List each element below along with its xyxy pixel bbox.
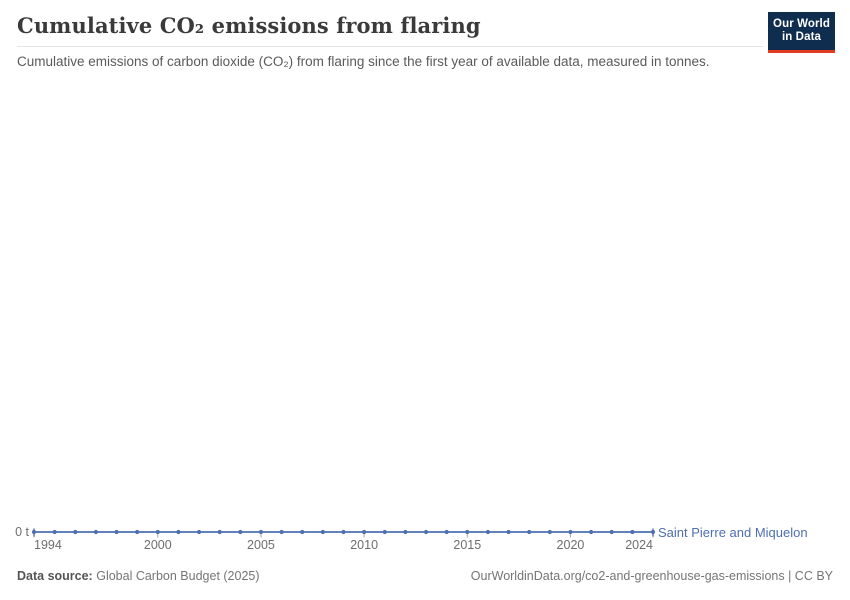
x-tick-label: 2024 [625, 538, 653, 552]
data-point [258, 529, 264, 535]
owid-logo-line1: Our World [773, 17, 830, 30]
x-tick-label: 2015 [453, 538, 482, 552]
data-point [568, 529, 573, 535]
header-divider [17, 46, 763, 47]
data-point [238, 529, 243, 535]
data-point [609, 529, 614, 535]
chart-subtitle: Cumulative emissions of carbon dioxide (… [17, 54, 710, 69]
data-point [73, 529, 78, 535]
data-point [217, 529, 222, 535]
data-point [341, 529, 346, 535]
owid-logo-line2: in Data [781, 31, 822, 43]
data-point [527, 529, 532, 535]
data-point [176, 529, 181, 535]
x-tick-label: 2000 [143, 538, 172, 552]
data-point [135, 529, 140, 535]
owid-logo: Our World in Data [768, 12, 835, 53]
data-point [547, 529, 552, 535]
data-point [155, 529, 160, 535]
data-point [506, 529, 511, 535]
attribution-text: OurWorldinData.org/co2-and-greenhouse-ga… [470, 569, 833, 583]
data-point [31, 529, 37, 535]
data-source-label: Data source: [17, 569, 93, 583]
data-point [423, 529, 429, 535]
x-tick-label: 2020 [556, 538, 585, 552]
data-point [589, 529, 594, 535]
y-axis-tick-label: 0 t [15, 525, 29, 539]
page-title: Cumulative CO₂ emissions from flaring [17, 13, 481, 38]
data-point [362, 529, 367, 535]
data-point [444, 529, 449, 535]
data-point [320, 529, 325, 535]
x-tick-label: 2010 [350, 538, 379, 552]
data-point [403, 529, 408, 535]
x-tick-label: 1994 [34, 538, 62, 552]
data-point [485, 529, 491, 535]
data-point [650, 529, 656, 535]
data-point [196, 529, 202, 535]
entity-label: Saint Pierre and Miquelon [658, 525, 808, 540]
data-source-value: Global Carbon Budget (2025) [96, 569, 260, 583]
data-point [465, 529, 470, 535]
data-point [279, 529, 284, 535]
data-point [93, 529, 98, 535]
chart-footer: Data source: Global Carbon Budget (2025)… [17, 569, 833, 583]
data-point [114, 529, 119, 535]
x-tick-label: 2005 [247, 538, 275, 552]
data-source: Data source: Global Carbon Budget (2025) [17, 569, 260, 583]
data-point [52, 529, 57, 535]
data-point [300, 529, 305, 535]
data-point [630, 529, 635, 535]
data-point [382, 529, 387, 535]
